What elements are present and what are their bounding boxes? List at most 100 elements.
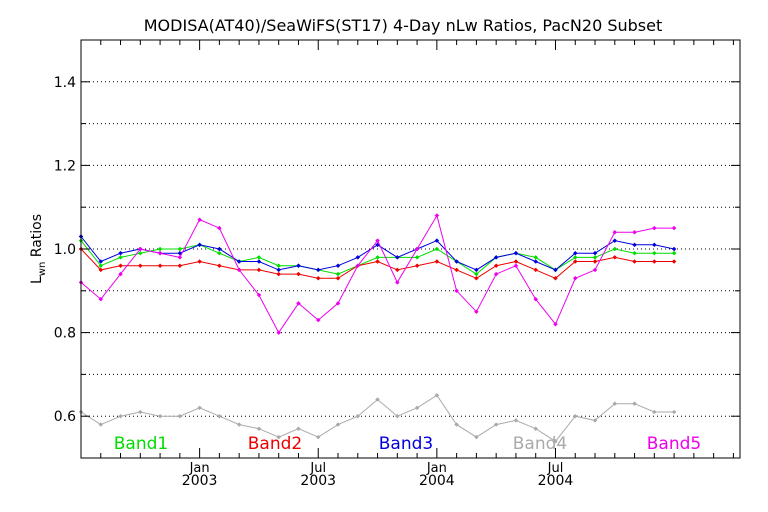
data-point [394, 413, 400, 419]
data-point [276, 271, 282, 277]
data-point [276, 267, 282, 273]
data-point [217, 225, 222, 231]
data-point [276, 434, 282, 440]
data-point [157, 250, 163, 256]
data-point [335, 300, 341, 306]
y-axis-label-main: L [29, 276, 45, 284]
data-point [315, 275, 321, 281]
data-point [375, 259, 380, 264]
data-point [335, 263, 341, 269]
series-layer [78, 213, 677, 444]
data-point [197, 405, 202, 411]
legend-band1: Band1 [114, 434, 168, 454]
data-point [474, 309, 479, 315]
chart-title: MODISA(AT40)/SeaWiFS(ST17) 4-Day nLw Rat… [144, 16, 663, 35]
data-point [197, 259, 202, 264]
legend-band3: Band3 [379, 434, 433, 454]
data-point [533, 296, 539, 302]
data-point [651, 259, 657, 264]
data-point [414, 246, 420, 252]
data-point [671, 250, 677, 256]
data-point [414, 255, 420, 260]
legend-band5: Band5 [647, 434, 701, 454]
data-point [197, 242, 202, 248]
data-point [671, 225, 677, 231]
data-point [375, 238, 380, 243]
data-point [434, 238, 440, 243]
data-point [236, 422, 242, 427]
y-axis-label-rest: Ratios [29, 214, 45, 262]
data-point [315, 267, 321, 273]
data-point [355, 255, 361, 260]
data-point [217, 246, 222, 252]
data-point [177, 413, 183, 419]
data-point [493, 263, 499, 269]
data-point [592, 250, 598, 256]
y-tick-label: 1.2 [54, 158, 76, 174]
data-point [217, 250, 222, 256]
data-point [513, 250, 519, 256]
data-point [197, 217, 202, 223]
data-point [335, 422, 341, 427]
x-tick-year: 2004 [419, 473, 455, 489]
data-point [256, 426, 262, 432]
legend-band4: Band4 [513, 434, 567, 454]
data-point [177, 255, 183, 260]
data-point [315, 317, 321, 323]
data-point [533, 267, 539, 273]
data-point [572, 413, 578, 419]
data-point [553, 321, 558, 327]
data-point [394, 267, 400, 273]
x-tick-year: 2003 [182, 473, 218, 489]
data-point [612, 238, 618, 243]
data-point [236, 259, 242, 264]
data-point [513, 263, 519, 269]
data-point [533, 426, 539, 432]
data-point [434, 246, 440, 252]
data-point [157, 413, 163, 419]
data-point [98, 263, 104, 269]
data-point [671, 259, 677, 264]
data-point [118, 413, 123, 419]
series-line [80, 394, 675, 442]
data-point [612, 246, 618, 252]
y-tick-label: 0.8 [54, 326, 76, 342]
data-point [651, 242, 657, 248]
data-point [572, 275, 578, 281]
x-tick-year: 2003 [300, 473, 336, 489]
series-band4 [78, 392, 677, 444]
legend: Band1 Band2 Band3 Band4 Band5 [114, 434, 701, 454]
data-point [98, 259, 104, 264]
data-point [276, 330, 282, 335]
data-point [553, 275, 558, 281]
data-point [474, 271, 479, 277]
data-point [592, 418, 598, 423]
data-point [651, 250, 657, 256]
data-point [572, 250, 578, 256]
y-axis-label: Lwn Ratios [29, 214, 48, 284]
data-point [296, 271, 301, 277]
data-point [513, 259, 519, 264]
data-point [632, 401, 637, 407]
data-point [296, 300, 301, 306]
data-point [434, 213, 440, 218]
data-point [355, 413, 361, 419]
x-tick-year: 2004 [538, 473, 574, 489]
x-tick-month: Jan [189, 461, 210, 476]
data-point [592, 259, 598, 264]
data-point [454, 288, 459, 294]
data-point [98, 296, 104, 302]
data-point [276, 263, 282, 269]
data-point [414, 405, 420, 411]
data-point [137, 263, 143, 269]
data-point [632, 242, 637, 248]
y-axis-label-sub: wn [37, 262, 48, 277]
series-line [80, 214, 675, 334]
data-point [296, 263, 301, 269]
data-point [394, 280, 400, 285]
data-point [434, 259, 440, 264]
data-point [513, 418, 519, 423]
data-point [118, 250, 123, 256]
data-point [157, 246, 163, 252]
